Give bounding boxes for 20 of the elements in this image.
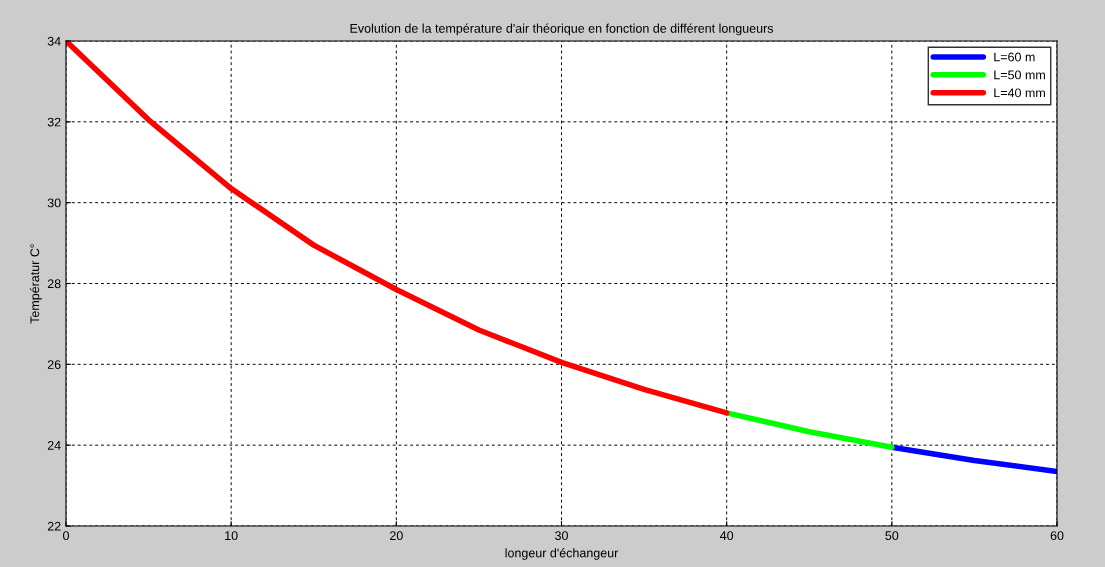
legend-label: L=60 m <box>994 52 1035 62</box>
y-tick-label: 26 <box>47 360 61 369</box>
y-axis-title: Températur C° <box>29 243 42 324</box>
x-tick-label: 40 <box>720 531 734 541</box>
x-axis-title: longeur d'échangeur <box>505 548 619 560</box>
x-tick-label: 0 <box>63 531 69 541</box>
y-tick-label: 24 <box>47 440 61 450</box>
y-tick-label: 28 <box>47 279 61 289</box>
y-tick-label: 32 <box>47 117 61 127</box>
y-tick-label: 30 <box>47 198 61 208</box>
x-tick-label: 20 <box>390 531 403 541</box>
chart-title: Evolution de la température d'air théorique en fonction de différent longueurs <box>350 23 774 36</box>
legend-label: L=50 mm <box>994 70 1045 80</box>
x-tick-label: 60 <box>1050 531 1064 541</box>
y-tick-label: 22 <box>47 521 61 531</box>
y-tick-label: 34 <box>47 36 61 46</box>
x-tick-label: 10 <box>225 531 238 541</box>
x-tick-label: 50 <box>885 531 899 541</box>
legend-label: L=40 mm <box>994 88 1045 98</box>
x-tick-label: 30 <box>555 531 568 541</box>
